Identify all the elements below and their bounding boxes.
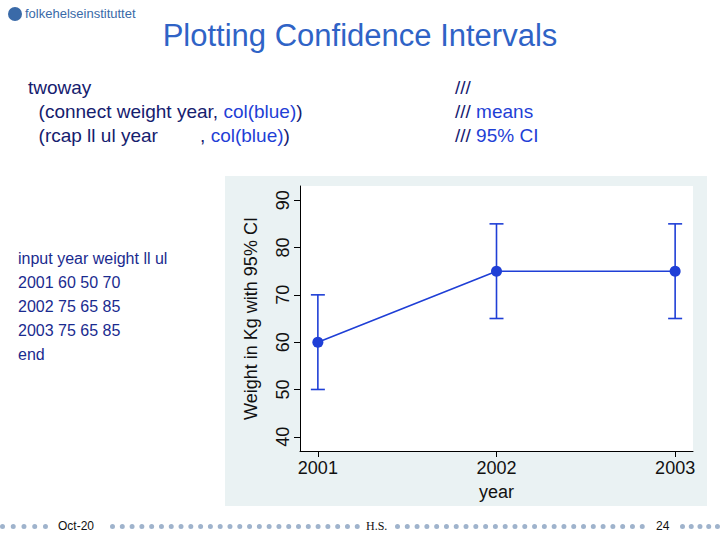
- html-text:H.S.: H.S.: [366, 519, 388, 533]
- html-text:Oct-20: Oct-20: [58, 519, 94, 533]
- html-text:2002 75 65 85: 2002 75 65 85: [18, 298, 121, 315]
- svg-text:Weight in Kg with 95% CI: Weight in Kg with 95% CI: [241, 217, 261, 420]
- html-text:folkehelseinstituttet: folkehelseinstituttet: [25, 6, 136, 21]
- html-text:/// means: /// means: [455, 101, 534, 122]
- html-text:(rcap ll ul year , col(blue)): (rcap ll ul year , col(blue)): [28, 125, 290, 146]
- svg-text:2002: 2002: [476, 458, 516, 478]
- svg-text:80: 80: [273, 238, 293, 258]
- html-text:24: 24: [656, 519, 670, 533]
- html-text:end: end: [18, 346, 45, 363]
- html-text:2001 60 50 70: 2001 60 50 70: [18, 274, 121, 291]
- svg-text:60: 60: [273, 332, 293, 352]
- html-text:(connect weight year, col(blue: (connect weight year, col(blue)): [28, 101, 303, 122]
- svg-text:year: year: [479, 482, 514, 502]
- html-text:/// 95% CI: /// 95% CI: [455, 125, 539, 146]
- svg-text:2001: 2001: [298, 458, 338, 478]
- html-text:input year weight ll ul: input year weight ll ul: [18, 250, 168, 267]
- svg-text:70: 70: [273, 285, 293, 305]
- svg-text:50: 50: [273, 379, 293, 399]
- svg-text:40: 40: [273, 427, 293, 447]
- svg-text:90: 90: [273, 190, 293, 210]
- html-text:2003 75 65 85: 2003 75 65 85: [18, 322, 121, 339]
- html-text:twoway: twoway: [28, 77, 92, 98]
- svg-text:2003: 2003: [655, 458, 695, 478]
- html-text:Plotting Confidence Intervals: Plotting Confidence Intervals: [162, 18, 558, 53]
